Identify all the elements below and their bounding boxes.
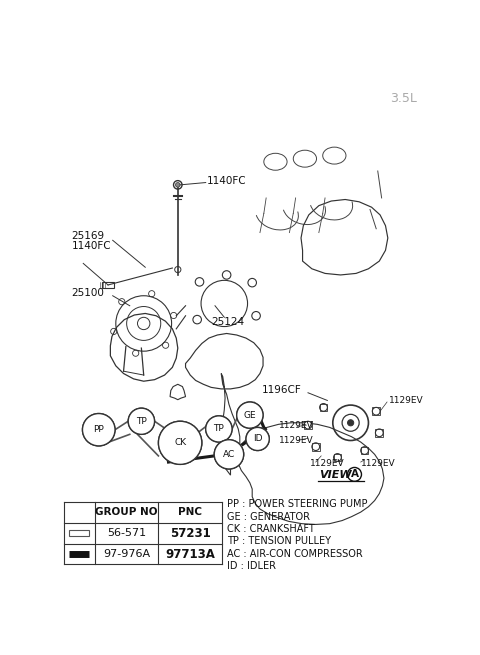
Text: 25124: 25124 [211, 317, 244, 327]
Circle shape [334, 454, 341, 461]
Bar [375, 429, 383, 437]
Bar [334, 454, 341, 461]
Text: A: A [350, 470, 359, 479]
Text: 1129EV: 1129EV [360, 459, 396, 468]
Circle shape [206, 416, 232, 442]
Circle shape [375, 429, 383, 437]
Circle shape [312, 443, 320, 451]
Bar [69, 530, 89, 536]
Text: 25169: 25169 [72, 231, 105, 240]
Circle shape [237, 402, 263, 428]
Circle shape [128, 408, 155, 434]
Text: VIEW: VIEW [320, 470, 352, 480]
Circle shape [372, 407, 380, 415]
Text: GE : GENERATOR: GE : GENERATOR [227, 512, 310, 522]
Text: 1140FC: 1140FC [207, 176, 247, 186]
Text: 3.5L: 3.5L [390, 92, 417, 105]
Text: 25100: 25100 [72, 288, 105, 297]
Text: TP: TP [214, 424, 224, 434]
Text: 1129EV: 1129EV [279, 436, 314, 445]
Circle shape [360, 447, 369, 455]
Text: 57231: 57231 [170, 527, 211, 540]
Circle shape [348, 420, 354, 426]
Text: 1196CF: 1196CF [262, 384, 301, 395]
Text: 1129EV: 1129EV [389, 396, 424, 405]
Text: PP : POWER STEERING PUMP: PP : POWER STEERING PUMP [227, 499, 367, 510]
Text: 1129EV: 1129EV [311, 459, 345, 468]
Bar [312, 443, 320, 451]
Text: 1129EV: 1129EV [279, 421, 314, 430]
Bar [102, 282, 114, 288]
Circle shape [83, 413, 115, 446]
Circle shape [158, 421, 202, 464]
Text: TP: TP [136, 417, 147, 426]
Text: TP : TENSION PULLEY: TP : TENSION PULLEY [227, 536, 331, 546]
Circle shape [304, 421, 312, 429]
Text: 97713A: 97713A [165, 548, 215, 561]
Text: CK: CK [174, 438, 186, 447]
Circle shape [214, 440, 244, 469]
Bar [360, 447, 369, 455]
Text: ID : IDLER: ID : IDLER [227, 561, 276, 571]
Text: GE: GE [243, 411, 256, 420]
Bar [304, 421, 312, 429]
Text: PNC: PNC [178, 508, 202, 517]
Text: AC: AC [223, 450, 235, 459]
Text: CK : CRANKSHAFT: CK : CRANKSHAFT [227, 524, 314, 534]
Circle shape [320, 403, 327, 411]
Text: 56-571: 56-571 [107, 529, 146, 538]
Text: 1140FC: 1140FC [72, 242, 111, 252]
Bar [372, 407, 380, 415]
Bar [320, 403, 327, 411]
Text: 97-976A: 97-976A [103, 549, 150, 559]
Circle shape [176, 183, 180, 187]
Text: ID: ID [253, 434, 263, 443]
Text: AC : AIR-CON COMPRESSOR: AC : AIR-CON COMPRESSOR [227, 549, 362, 559]
Text: GROUP NO: GROUP NO [96, 508, 158, 517]
Circle shape [246, 428, 269, 451]
Text: PP: PP [94, 425, 104, 434]
